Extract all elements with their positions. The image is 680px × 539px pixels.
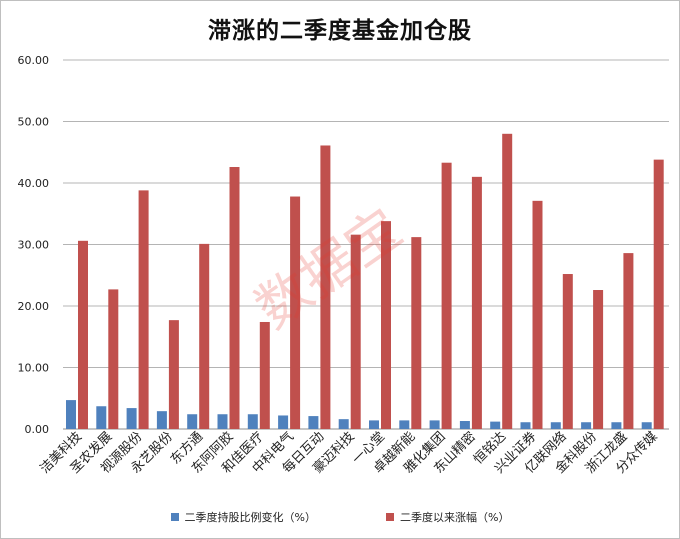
bar-series-1	[126, 408, 137, 429]
bar-series-1	[369, 420, 379, 429]
bar-series-2	[138, 190, 149, 429]
bar-series-2	[350, 234, 361, 429]
bar-series-2	[532, 200, 543, 429]
bar-series-1	[520, 422, 531, 429]
bar-series-2	[290, 196, 301, 429]
bar-series-2	[381, 221, 391, 429]
bar-series-1	[611, 422, 622, 429]
y-tick-label: 20.00	[18, 300, 50, 313]
bar-series-2	[168, 320, 179, 429]
bar-series-1	[459, 421, 470, 429]
legend: 二季度持股比例变化（%） 二季度以来涨幅（%）	[1, 509, 679, 525]
bar-series-2	[78, 240, 88, 429]
bar-series-2	[593, 290, 604, 429]
bar-series-1	[581, 422, 592, 429]
legend-item-series-1: 二季度持股比例变化（%）	[170, 509, 316, 525]
bar-series-2	[108, 289, 119, 429]
bar-series-1	[641, 422, 652, 429]
y-tick-label: 30.00	[18, 239, 50, 252]
bar-series-1	[490, 421, 501, 429]
bar-series-1	[66, 400, 76, 429]
bar-series-2	[320, 145, 331, 430]
y-tick-label: 60.00	[18, 54, 50, 67]
bar-series-2	[259, 321, 270, 429]
bar-series-2	[623, 253, 634, 429]
bar-series-2	[411, 237, 422, 429]
bar-series-2	[199, 243, 210, 429]
legend-label-series-1: 二季度持股比例变化（%）	[184, 511, 316, 524]
bar-series-2	[562, 274, 573, 429]
bar-series-2	[471, 176, 482, 429]
bar-series-1	[187, 414, 198, 429]
y-tick-label: 10.00	[18, 362, 50, 375]
bar-series-1	[247, 414, 258, 429]
bar-series-1	[399, 420, 410, 429]
bar-series-1	[308, 416, 319, 429]
bar-series-1	[550, 422, 561, 429]
bar-series-2	[502, 133, 513, 430]
legend-swatch-series-1	[170, 513, 179, 521]
bar-series-1	[156, 411, 167, 429]
y-tick-label: 0.00	[25, 423, 50, 436]
bar-series-1	[429, 420, 440, 429]
y-tick-label: 50.00	[18, 116, 50, 129]
bar-series-1	[278, 415, 289, 429]
bar-series-2	[229, 167, 240, 429]
bar-series-2	[441, 162, 452, 429]
bar-series-1	[338, 419, 349, 429]
chart-title: 滞涨的二季度基金加仓股	[208, 17, 472, 44]
y-tick-label: 40.00	[18, 177, 50, 190]
bar-series-2	[653, 159, 664, 429]
legend-item-series-2: 二季度以来涨幅（%）	[386, 509, 509, 525]
bar-series-1	[217, 414, 228, 429]
bar-series-1	[96, 406, 107, 429]
legend-swatch-series-2	[386, 513, 394, 521]
legend-label-series-2: 二季度以来涨幅（%）	[400, 511, 510, 524]
